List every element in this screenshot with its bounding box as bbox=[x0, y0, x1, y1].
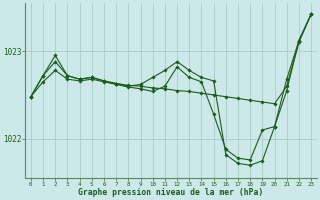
X-axis label: Graphe pression niveau de la mer (hPa): Graphe pression niveau de la mer (hPa) bbox=[78, 188, 264, 197]
